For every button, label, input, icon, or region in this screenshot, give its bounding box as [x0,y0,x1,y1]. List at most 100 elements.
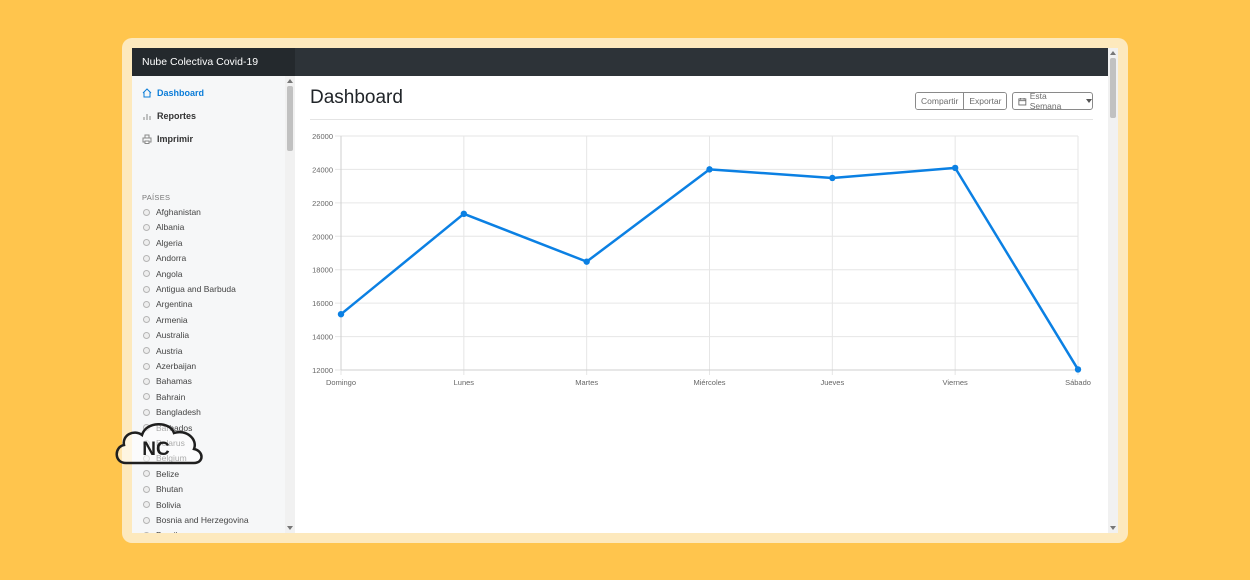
x-tick-label: Lunes [454,378,475,387]
title-divider [310,119,1093,120]
country-item[interactable]: Andorra [143,251,186,265]
window-scrollbar[interactable] [1108,48,1118,533]
country-radio[interactable] [143,393,150,401]
y-tick-label: 22000 [312,199,333,208]
sidebar-item-reportes[interactable]: Reportes [142,108,196,124]
country-item[interactable]: Australia [143,328,189,342]
x-tick-label: Jueves [820,378,844,387]
x-tick-label: Viernes [943,378,969,387]
x-tick-label: Miércoles [693,378,725,387]
data-point [1074,366,1082,373]
country-item[interactable]: Algeria [143,236,182,250]
app-window: Nube Colectiva Covid-19 Dashboard Report… [132,48,1118,533]
y-tick-label: 24000 [312,165,333,174]
country-radio[interactable] [143,223,150,231]
sidebar-item-imprimir[interactable]: Imprimir [142,131,193,147]
country-radio[interactable] [143,470,150,478]
data-point [829,174,836,182]
country-radio[interactable] [143,239,150,247]
country-label: Argentina [156,299,193,310]
country-item[interactable]: Antigua and Barbuda [143,282,236,296]
sidebar-item-label: Imprimir [157,134,194,144]
y-tick-label: 20000 [312,232,333,241]
country-item[interactable]: Belize [143,467,179,481]
country-label: Barbados [156,422,193,433]
country-label: Albania [156,222,185,233]
country-item[interactable]: Bahrain [143,390,185,404]
y-tick-label: 14000 [312,333,333,342]
page-title: Dashboard [310,87,403,108]
scroll-up-arrow[interactable] [1110,51,1116,55]
y-tick-label: 16000 [312,299,333,308]
country-radio[interactable] [143,331,150,339]
sidebar-scrollbar[interactable] [285,76,295,533]
country-item[interactable]: Bahamas [143,374,192,388]
country-radio[interactable] [143,362,150,370]
country-radio[interactable] [143,316,150,324]
country-item[interactable]: Azerbaijan [143,359,196,373]
country-item[interactable]: Brazil [143,528,177,533]
country-item[interactable]: Argentina [143,297,192,311]
data-point [460,210,468,218]
country-radio[interactable] [143,485,150,493]
scroll-down-arrow[interactable] [287,526,293,530]
logo-text: NC [142,439,170,460]
sidebar-item-dashboard[interactable]: Dashboard [142,85,204,101]
country-radio[interactable] [143,531,150,533]
printer-icon [142,134,152,144]
country-item[interactable]: Bangladesh [143,405,201,419]
scroll-thumb[interactable] [1110,58,1116,118]
country-radio[interactable] [143,285,150,293]
country-radio[interactable] [143,254,150,262]
data-point [951,164,959,172]
country-radio[interactable] [143,516,150,524]
country-label: Bahrain [156,391,186,402]
scroll-down-arrow[interactable] [1110,526,1116,530]
date-range-label: Esta Semana [1029,91,1062,111]
date-range-dropdown[interactable]: Esta Semana [1012,91,1093,111]
y-tick-label: 12000 [312,366,333,375]
country-label: Antigua and Barbuda [156,284,236,294]
country-label: Algeria [156,237,183,248]
country-label: Brazil [156,530,177,533]
country-label: Bhutan [156,484,183,495]
y-tick-label: 26000 [312,132,333,141]
country-radio[interactable] [143,300,150,308]
country-label: Belize [156,468,180,479]
x-tick-label: Martes [575,378,598,387]
brand-title[interactable]: Nube Colectiva Covid-19 [132,48,295,76]
country-label: Angola [156,268,183,279]
country-item[interactable]: Afghanistan [143,205,201,219]
main-content: Dashboard Compartir Exportar Esta Semana… [295,76,1108,533]
country-item[interactable]: Armenia [143,313,188,327]
country-label: Azerbaijan [156,361,197,371]
country-radio[interactable] [143,408,150,416]
data-point [337,310,345,318]
country-item[interactable]: Austria [143,344,182,358]
export-button[interactable]: Exportar [963,93,1007,109]
country-radio[interactable] [143,377,150,385]
bar-chart-icon [143,114,151,120]
data-point [583,258,590,265]
sidebar-item-label: Dashboard [157,88,205,98]
country-radio[interactable] [143,270,150,278]
country-label: Austria [156,345,183,356]
country-item[interactable]: Angola [143,267,182,281]
country-label: Australia [156,330,190,341]
country-item[interactable]: Bosnia and Herzegovina [143,513,249,527]
chevron-down-icon [1086,99,1092,103]
country-radio[interactable] [143,501,150,509]
country-label: Bolivia [156,499,182,510]
calendar-icon [1018,97,1027,105]
country-item[interactable]: Bhutan [143,482,183,496]
country-item[interactable]: Albania [143,220,184,234]
scroll-up-arrow[interactable] [287,79,293,83]
country-label: Afghanistan [156,207,201,217]
country-radio[interactable] [143,208,150,216]
line-chart: 12000 14000 16000 18000 20000 22000 24000 26000… [312,132,1091,387]
scroll-thumb[interactable] [287,86,293,151]
share-button[interactable]: Compartir [916,93,964,109]
country-item[interactable]: Bolivia [143,498,181,512]
country-label: Andorra [156,253,187,264]
country-radio[interactable] [143,347,150,355]
